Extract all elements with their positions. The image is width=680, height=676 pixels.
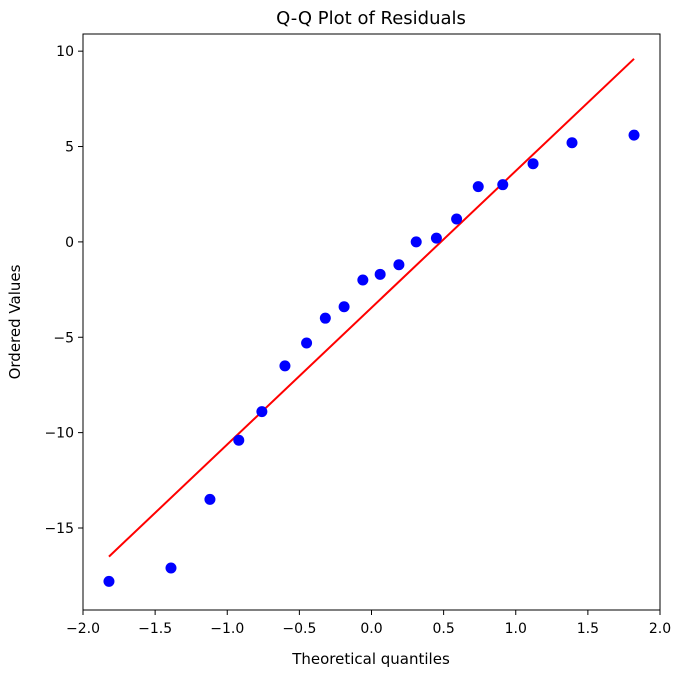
data-point [319, 312, 331, 324]
x-tick-label: −2.0 [66, 621, 100, 637]
y-tick-label: 0 [65, 235, 74, 251]
data-point [628, 129, 640, 141]
data-point [566, 137, 578, 149]
data-point [233, 434, 245, 446]
data-point [430, 232, 442, 244]
data-point [451, 213, 463, 225]
x-tick-label: −1.0 [210, 621, 244, 637]
x-tick-label: 1.0 [505, 621, 527, 637]
data-point [410, 236, 422, 248]
x-axis: −2.0 −1.5 −1.0 −0.5 0.0 0.5 1.0 1.5 2.0 [66, 610, 671, 637]
y-tick-label: −15 [44, 521, 74, 537]
x-tick-label: 0.5 [432, 621, 454, 637]
data-point [357, 274, 369, 286]
y-tick-label: 10 [56, 44, 74, 60]
y-axis-label: Ordered Values [6, 264, 24, 379]
data-point [472, 181, 484, 193]
chart-title: Q-Q Plot of Residuals [276, 8, 466, 29]
reference-line [108, 58, 635, 558]
data-point [374, 268, 386, 280]
x-tick-label: −1.5 [138, 621, 172, 637]
data-point [256, 406, 268, 418]
data-point [393, 259, 405, 271]
x-tick-label: 0.0 [360, 621, 382, 637]
data-point [279, 360, 291, 372]
y-tick-label: −5 [53, 330, 74, 346]
plot-area-frame [82, 33, 661, 611]
x-tick-label: 2.0 [649, 621, 671, 637]
data-point [338, 301, 350, 313]
x-tick-label: −0.5 [282, 621, 316, 637]
y-axis: 10 5 0 −5 −10 −15 [44, 44, 83, 537]
x-tick-label: 1.5 [577, 621, 599, 637]
data-point [165, 562, 177, 574]
x-axis-label: Theoretical quantiles [291, 650, 450, 668]
y-tick-label: −10 [44, 426, 74, 442]
data-point [204, 493, 216, 505]
data-point [103, 575, 115, 587]
data-point [497, 179, 509, 191]
data-point [527, 158, 539, 170]
data-point [301, 337, 313, 349]
y-tick-label: 5 [65, 140, 74, 156]
